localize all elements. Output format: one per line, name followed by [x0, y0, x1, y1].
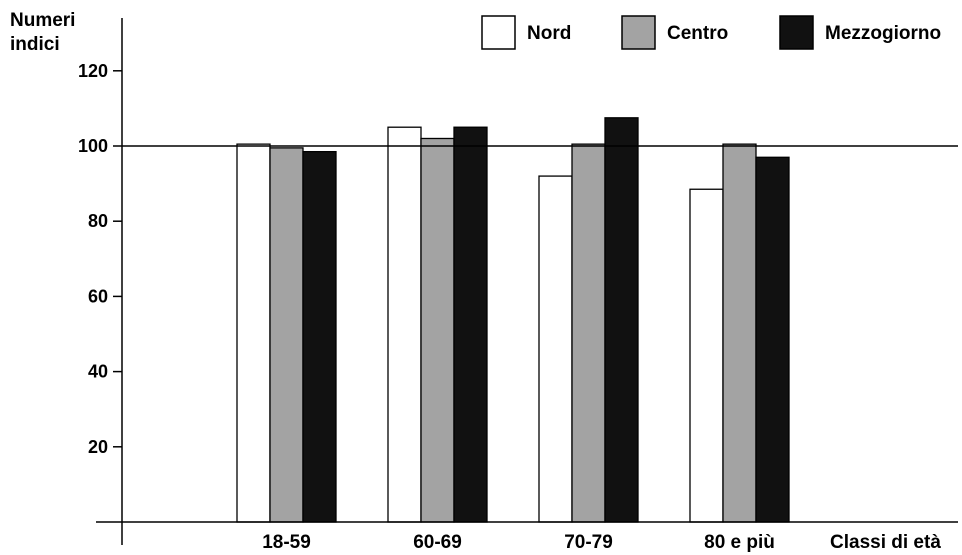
- legend-swatch-nord: [481, 15, 516, 50]
- x-axis-title: Classi di età: [830, 532, 941, 553]
- bars-group: [236, 117, 790, 523]
- bar-nord-3: [538, 175, 573, 523]
- bar-nord-4: [689, 188, 724, 523]
- bar-centro-1: [269, 147, 304, 523]
- x-category-label-4: 80 e più: [704, 532, 775, 553]
- y-axis-title-line2: indici: [10, 34, 60, 55]
- y-tick-label-40: 40: [88, 362, 108, 382]
- bar-centro-4: [722, 143, 757, 523]
- x-category-label-2: 60-69: [413, 532, 462, 553]
- legend-swatch-mezzogiorno: [779, 15, 814, 50]
- legend: Nord Centro Mezzogiorno: [481, 15, 941, 50]
- y-tick-label-120: 120: [78, 61, 108, 81]
- x-labels-group: 18-59 60-69 70-79 80 e più: [262, 532, 775, 553]
- y-axis-title-line1: Numeri: [10, 10, 75, 31]
- legend-label-nord: Nord: [527, 23, 571, 44]
- bar-mezzogiorno-2: [453, 126, 488, 523]
- legend-label-centro: Centro: [667, 23, 728, 44]
- y-tick-label-100: 100: [78, 136, 108, 156]
- legend-swatch-centro: [621, 15, 656, 50]
- x-category-label-3: 70-79: [564, 532, 613, 553]
- y-tick-label-60: 60: [88, 286, 108, 306]
- bar-nord-1: [236, 143, 271, 523]
- y-tick-label-20: 20: [88, 437, 108, 457]
- axes-group: [96, 18, 958, 545]
- bar-nord-2: [387, 126, 422, 523]
- bar-centro-2: [420, 137, 455, 523]
- bar-mezzogiorno-1: [302, 150, 337, 523]
- bar-mezzogiorno-4: [755, 156, 790, 523]
- bar-mezzogiorno-3: [604, 117, 639, 523]
- x-category-label-1: 18-59: [262, 532, 311, 553]
- y-tick-label-80: 80: [88, 211, 108, 231]
- legend-label-mezzogiorno: Mezzogiorno: [825, 23, 941, 44]
- bar-centro-3: [571, 143, 606, 523]
- y-ticks-group: 20 40 60 80 100 120: [78, 61, 122, 457]
